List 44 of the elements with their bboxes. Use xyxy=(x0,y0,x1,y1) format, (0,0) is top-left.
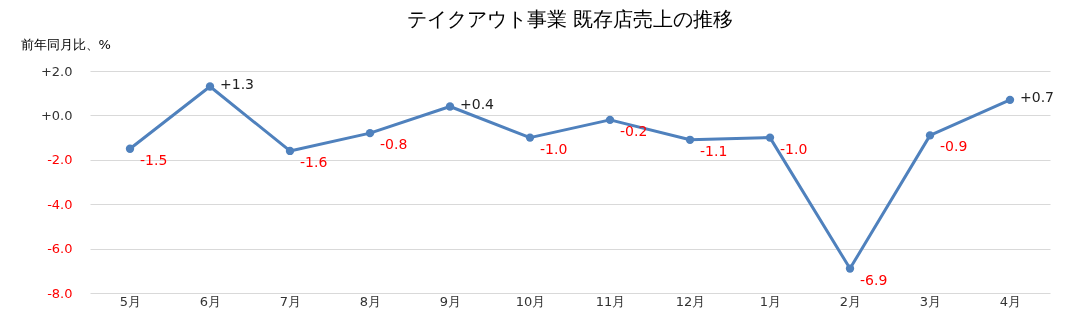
point xyxy=(125,144,135,153)
data-label: -1.0 xyxy=(780,140,808,157)
data-label: -1.0 xyxy=(540,140,568,157)
y-tick-label: -8.0 xyxy=(47,285,73,301)
data-label: -1.6 xyxy=(300,153,328,170)
x-tick-label: 2月 xyxy=(839,293,862,309)
point xyxy=(365,128,375,138)
point xyxy=(445,102,455,111)
data-label: +1.3 xyxy=(220,75,254,92)
data-label: +0.4 xyxy=(460,95,495,112)
point xyxy=(285,146,295,156)
x-tick-label: 3月 xyxy=(919,293,942,309)
y-tick-label: +2.0 xyxy=(40,63,73,79)
data-label: -0.2 xyxy=(620,122,648,139)
y-tick-label: -2.0 xyxy=(47,152,73,168)
data-label: -1.1 xyxy=(700,142,728,159)
x-tick-label: 7月 xyxy=(279,293,302,309)
point xyxy=(1005,95,1015,105)
point xyxy=(685,135,695,144)
x-tick-label: 4月 xyxy=(999,293,1022,309)
x-tick-label: 11月 xyxy=(595,293,626,309)
point xyxy=(525,133,535,142)
x-tick-label: 10月 xyxy=(515,293,546,309)
y-tick-label: -4.0 xyxy=(47,196,73,212)
x-tick-label: 1月 xyxy=(759,293,782,309)
data-label: -0.9 xyxy=(940,138,968,155)
point xyxy=(605,115,615,125)
chart-title: テイクアウト事業 既存店売上の推移 xyxy=(406,7,734,31)
y-axis-title: 前年同月比、% xyxy=(20,36,111,52)
y-tick-label: +0.0 xyxy=(40,107,73,123)
data-label: -1.5 xyxy=(140,151,168,168)
x-tick-label: 8月 xyxy=(359,293,382,309)
y-tick-label: -6.0 xyxy=(47,241,73,257)
point xyxy=(925,131,935,140)
data-label: -0.8 xyxy=(380,136,408,153)
data-label: +0.7 xyxy=(1020,88,1054,105)
x-tick-label: 12月 xyxy=(675,293,706,309)
x-tick-label: 5月 xyxy=(119,293,142,309)
x-tick-label: 6月 xyxy=(199,293,222,309)
data-label: -6.9 xyxy=(860,271,888,288)
point xyxy=(845,264,855,273)
point xyxy=(205,82,215,91)
x-tick-label: 9月 xyxy=(439,293,462,309)
point xyxy=(765,133,775,142)
